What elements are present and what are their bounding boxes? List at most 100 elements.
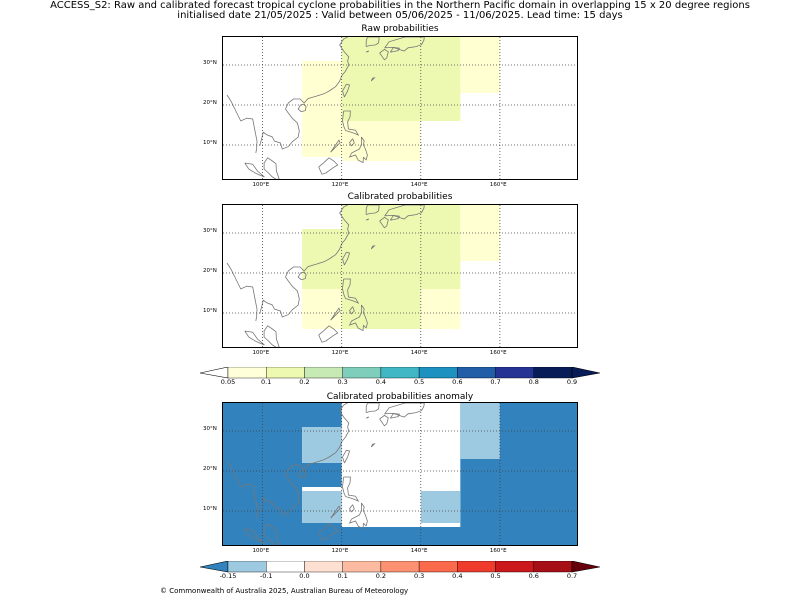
longitude-tick-label: 140°E [410,548,428,554]
colorbar-swatch [418,366,458,379]
coastline [365,218,370,221]
colorbar-tick-label: 0.3 [337,378,348,386]
colorbar-tick-label: 0.7 [490,378,501,386]
probability-cell [341,205,461,229]
colorbar-tick-label: 0.5 [413,378,425,386]
coastline [297,469,307,479]
longitude-tick-label: 100°E [252,350,270,356]
longitude-tick-label: 140°E [410,182,428,188]
coastline [226,94,258,154]
map-calibrated-anomaly [222,402,578,546]
figure-title-line2: initialised date 21/05/2025 : Valid betw… [177,10,623,21]
colorbar-swatch [266,366,305,379]
coastline [342,449,351,464]
probability-cell [341,121,421,161]
colorbar-swatch [380,560,420,573]
map-raw-probabilities [222,36,578,180]
map-plot-area [223,205,577,347]
coastline [318,157,339,175]
probability-cell [302,427,342,463]
coastline [348,502,368,530]
probability-colorbar: 0.05 0.1 0.2 0.3 0.4 0.5 0.6 0.7 0.8 0.9 [199,364,601,388]
colorbar-swatch [533,560,573,573]
latitude-tick-label: 30°N [203,228,217,234]
colorbar-tick-label: 0.2 [299,378,310,386]
longitude-tick-label: 160°E [489,350,507,356]
colorbar-swatch [342,560,382,573]
colorbar-tick-label: 0.2 [375,572,387,580]
longitude-tick-label: 120°E [331,182,349,188]
coastline [365,403,380,413]
latitude-tick-label: 20°N [203,466,217,472]
colorbar-swatch [495,560,534,573]
colorbar-swatch [457,366,496,379]
map-calibrated-probabilities [222,204,578,348]
probability-cell [302,289,342,329]
colorbar-under-arrow [199,560,229,573]
longitude-tick-label: 100°E [252,182,270,188]
coastline [226,460,258,520]
coastline [330,307,341,321]
colorbar-tick-label: 0.4 [452,572,463,580]
coastline [365,205,380,215]
coastline [383,37,425,52]
coastline [259,403,350,516]
coastline [226,262,258,322]
longitude-tick-label: 140°E [410,350,428,356]
colorbar-swatch [495,366,534,379]
coastline [263,325,280,347]
coastline [349,306,355,315]
coastline [263,157,280,179]
probability-cell [341,37,461,121]
latitude-tick-label: 10°N [203,506,217,512]
latitude-tick-label: 30°N [203,426,217,432]
coastline [318,325,339,343]
colorbar-tick-label: 0.8 [528,378,539,386]
longitude-tick-label: 160°E [489,182,507,188]
coastline [259,205,350,318]
colorbar-tick-label: 0.1 [261,378,272,386]
latitude-tick-label: 10°N [203,140,217,146]
coastline [244,528,265,544]
coastline [365,37,380,47]
colorbar-strip [199,366,601,379]
colorbar-tick-label: 0.7 [566,572,578,580]
coastline [365,416,370,419]
coastline [370,245,376,250]
colorbar-tick-label: 0.6 [528,572,539,580]
colorbar-tick-label: 0.5 [490,572,501,580]
colorbar-swatch [342,366,382,379]
longitude-tick-label: 100°E [252,548,270,554]
colorbar-tick-label: -0.15 [219,572,237,580]
colorbar-tick-label: 0.05 [220,378,236,386]
coastline [379,216,389,229]
colorbar-over-arrow [571,560,601,573]
coastline [348,304,368,332]
colorbar-tick-label: 0.6 [452,378,463,386]
colorbar-swatch [380,366,420,379]
probability-cell [420,289,461,329]
coastline [342,278,360,304]
colorbar-strip [199,560,601,573]
colorbar-tick-label: 0.9 [566,378,578,386]
coastline [370,443,376,448]
coastline [379,414,389,427]
colorbar-swatch [457,560,496,573]
colorbar-tick-label: 0.1 [337,572,348,580]
colorbar-swatch [227,366,267,379]
coastline [318,523,339,541]
colorbar-swatch [227,560,267,573]
coastline [342,476,360,502]
coastline [330,505,341,519]
coastline [383,403,425,418]
anomaly-colorbar: -0.15 -0.1 0.0 0.1 0.2 0.3 0.4 0.5 0.6 0.7 [199,558,601,582]
coastline [348,136,368,164]
coastline [365,50,370,53]
colorbar-tick-label: -0.1 [259,572,273,580]
longitude-tick-label: 120°E [331,548,349,554]
colorbar-swatch [418,560,458,573]
probability-cell [302,491,342,523]
probability-cell [302,61,342,157]
coastline [349,138,355,147]
panel-title-raw: Raw probabilities [361,24,439,34]
